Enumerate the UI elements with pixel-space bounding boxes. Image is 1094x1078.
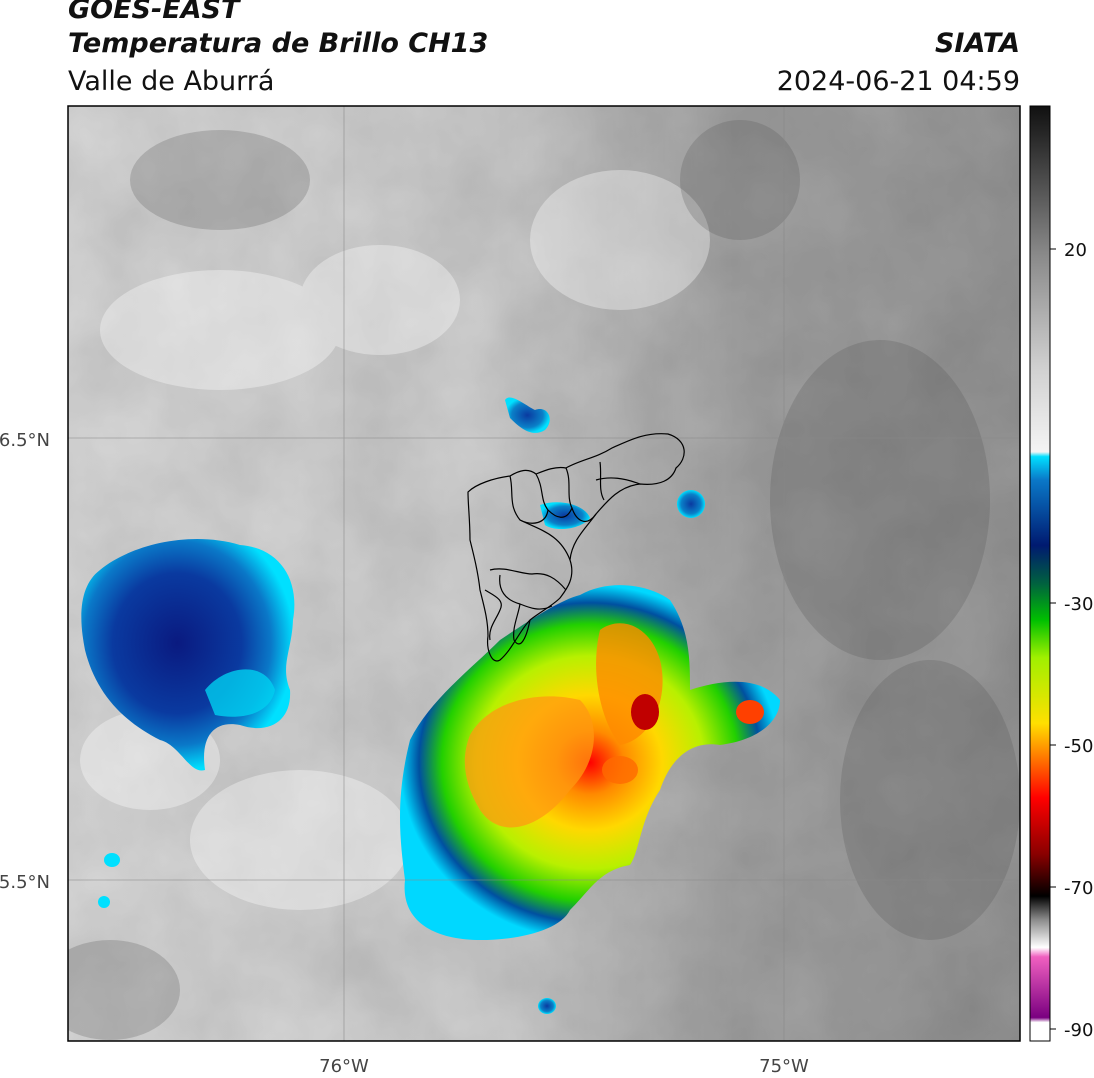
product-title: Temperatura de Brillo CH13 [68, 28, 489, 59]
lat-tick-5-5: 5.5°N [0, 872, 50, 893]
colorbar-tick-20: 20 [1064, 240, 1087, 261]
lon-tick-75w: 75°W [759, 1056, 809, 1077]
dark-cloud-texture [68, 120, 1020, 1040]
lat-tick-6-5: 6.5°N [0, 430, 50, 451]
agency-label: SIATA [934, 28, 1020, 59]
graticule [68, 106, 1020, 1041]
north-small-cell [505, 397, 550, 433]
colorbar-gradient [1030, 106, 1050, 1041]
southwest-small-cell [104, 853, 120, 867]
colorbar-tick-minus-30: -30 [1064, 594, 1093, 615]
timestamp-label: 2024-06-21 04:59 [776, 66, 1020, 97]
map-frame [67, 105, 1021, 1042]
lon-tick-76w: 76°W [319, 1056, 369, 1077]
municipality-boundaries [467, 433, 685, 662]
colorbar-tick-minus-50: -50 [1064, 736, 1093, 757]
central-small-cell [540, 502, 590, 530]
temperature-colorbar: 20 -30 -50 -70 -90 [1029, 105, 1093, 1042]
bright-cloud-texture [80, 170, 710, 910]
colorbar-tick-minus-90: -90 [1064, 1020, 1093, 1041]
east-small-cell [677, 490, 705, 518]
south-small-cell [538, 998, 556, 1014]
map-panel [68, 106, 1020, 1041]
region-subtitle: Valle de Aburrá [68, 66, 275, 97]
main-convective-system [400, 585, 780, 940]
satellite-title: GOES-EAST [68, 0, 240, 25]
colorbar-tick-minus-70: -70 [1064, 878, 1093, 899]
